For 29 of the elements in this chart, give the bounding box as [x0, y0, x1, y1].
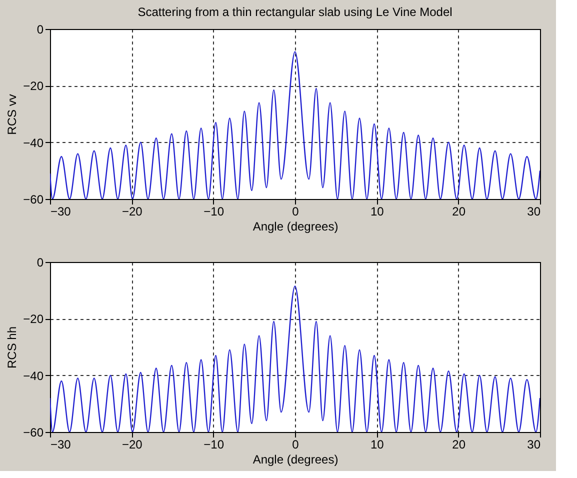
y-axis-title: RCS hh: [5, 326, 20, 369]
line-series: [50, 51, 540, 199]
x-tick-label: −10: [204, 204, 224, 218]
y-tick-label: 0: [36, 22, 44, 36]
y-tick-label: −40: [23, 368, 44, 383]
x-tick-label: −30: [50, 438, 72, 452]
y-tick-label: −20: [23, 79, 44, 94]
x-tick-label: −20: [122, 438, 143, 452]
x-tick-label: −10: [204, 438, 224, 452]
y-axis-title: RCS vv: [5, 94, 20, 135]
y-tick-label: −60: [23, 426, 44, 440]
y-tick-label: −60: [23, 192, 44, 206]
y-tick-label: −20: [23, 312, 44, 326]
y-tick-label: −40: [23, 136, 44, 150]
x-tick-label: −20: [122, 204, 143, 218]
x-axis-title: Angle (degrees): [252, 452, 338, 466]
x-tick-label: 20: [452, 204, 466, 218]
x-tick-label: 10: [370, 204, 384, 218]
x-tick-label: 20: [452, 438, 466, 452]
line-series: [50, 285, 540, 432]
x-tick-label: 30: [527, 438, 541, 452]
x-tick-label: 10: [370, 438, 384, 452]
x-tick-label: 0: [292, 438, 300, 452]
y-tick-label: 0: [36, 256, 44, 270]
x-tick-label: 0: [292, 204, 300, 218]
chart-title: Scattering from a thin rectangular slab using Le Vine Model: [138, 5, 452, 19]
x-tick-label: −30: [50, 204, 72, 218]
x-axis-title: Angle (degrees): [252, 220, 338, 234]
x-tick-label: 30: [527, 204, 541, 218]
